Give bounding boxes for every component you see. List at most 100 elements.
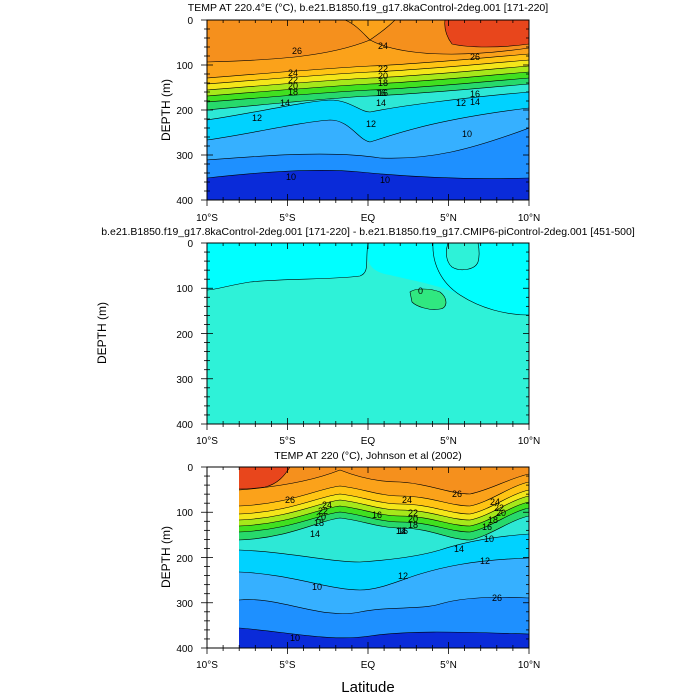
contour-label: 24 [322, 500, 332, 510]
panel3-contour-lines [239, 467, 529, 639]
band-fill [207, 78, 529, 110]
contour-label: 26 [292, 46, 302, 56]
x-tick-label: 5°N [440, 213, 457, 224]
y-tick-label: 400 [176, 196, 193, 207]
band-fill [207, 60, 529, 90]
band-fill [207, 72, 529, 102]
contour-label: 16 [372, 510, 382, 520]
band-fill [444, 20, 529, 47]
band-fill [239, 482, 529, 514]
panel1-contour-lines [207, 20, 529, 179]
contour-label: 20 [288, 81, 298, 91]
contour-label: 12 [252, 113, 262, 123]
band-fill [239, 470, 529, 506]
contour-label: 18 [488, 515, 498, 525]
contour-label: 16 [398, 526, 408, 536]
contour-label: 10 [484, 534, 494, 544]
band-fill [239, 597, 529, 638]
y-tick-label: 300 [176, 375, 193, 386]
contour-label: 20 [378, 71, 388, 81]
y-tick-label: 100 [176, 284, 193, 295]
contour-label: 12 [396, 526, 406, 536]
contour-label: 26 [492, 593, 502, 603]
contour-label: 20 [496, 508, 506, 518]
contour-label: 12 [398, 571, 408, 581]
panel2-contour-lines [207, 243, 529, 316]
x-tick-label: 10°S [196, 436, 218, 447]
band-fill [239, 534, 529, 590]
band-fill [239, 496, 529, 526]
panel-model-temp: TEMP AT 220.4°E (°C), b.e21.B1850.f19_g1… [159, 2, 548, 224]
contour-label: 22 [318, 506, 328, 516]
x-tick-label: 10°N [518, 660, 540, 671]
contour-label: 22 [378, 64, 388, 74]
band-fill [207, 66, 529, 96]
panel1-y-axis-label: DEPTH (m) [159, 79, 173, 141]
y-tick-label: 300 [176, 151, 193, 162]
panel-observed-temp: TEMP AT 220 (°C), Johnson et al (2002) [159, 450, 540, 671]
band-fill [239, 490, 529, 520]
band-fill [239, 558, 529, 614]
panel2-y-axis-label: DEPTH (m) [95, 302, 109, 364]
contour-label: 24 [378, 41, 388, 51]
contour-label: 24 [402, 495, 412, 505]
band-fill [410, 289, 446, 310]
panel1-title: TEMP AT 220.4°E (°C), b.e21.B1850.f19_g1… [188, 2, 548, 14]
contour-label: 14 [454, 544, 464, 554]
contour-label: 24 [490, 497, 500, 507]
contour-label: 10 [290, 633, 300, 643]
band-fill [239, 508, 529, 540]
x-axis-title: Latitude [341, 679, 394, 696]
panel1-tick-marks [201, 19, 530, 206]
x-tick-label: EQ [361, 213, 376, 224]
contour-label: 12 [480, 556, 490, 566]
contour-label: 14 [470, 97, 480, 107]
band-fill [207, 170, 529, 200]
band-fill [207, 84, 529, 120]
contour-label: 10 [380, 175, 390, 185]
y-tick-label: 0 [187, 239, 193, 250]
panel3-y-axis-label: DEPTH (m) [159, 526, 173, 588]
x-tick-label: EQ [361, 436, 376, 447]
contour-label: 26 [285, 495, 295, 505]
panel2-x-ticklabels: 10°S 5°S EQ 5°N 10°N [196, 436, 540, 447]
contour-label: 26 [452, 489, 462, 499]
x-tick-label: 5°S [279, 436, 296, 447]
contour-label: 22 [494, 503, 504, 513]
panel2-title: b.e21.B1850.f19_g17.8kaControl-2deg.001 … [101, 226, 635, 238]
panel1-contour-fill: 26 24 22 20 18 16 14 12 10 26 24 22 20 1… [207, 20, 529, 200]
contour-label: 16 [378, 88, 388, 98]
contour-label: 16 [470, 89, 480, 99]
y-tick-label: 400 [176, 420, 193, 431]
contour-label: 20 [316, 512, 326, 522]
contour-label: 26 [470, 52, 480, 62]
y-tick-label: 0 [187, 463, 193, 474]
x-tick-label: 10°N [518, 436, 540, 447]
band-fill [207, 54, 529, 84]
contour-label: 10 [312, 582, 322, 592]
x-tick-label: 10°S [196, 660, 218, 671]
contour-label: 12 [456, 98, 466, 108]
band-fill [207, 40, 529, 78]
contour-label: 18 [288, 87, 298, 97]
contour-label: 22 [288, 75, 298, 85]
contour-label: 16 [376, 88, 386, 98]
panel2-contour-fill: 0 [207, 243, 529, 424]
panel3-tick-marks [201, 466, 530, 654]
panel1-contour-labels: 26 24 22 20 18 16 14 12 10 26 24 22 20 1… [252, 41, 480, 185]
panel-difference: b.e21.B1850.f19_g17.8kaControl-2deg.001 … [95, 226, 635, 447]
y-tick-label: 100 [176, 61, 193, 72]
contour-label: 18 [378, 78, 388, 88]
panel1-y-ticklabels: 0 100 200 300 400 [176, 16, 193, 207]
band-fill [239, 467, 529, 494]
band-fill [239, 628, 529, 648]
contour-label: 24 [288, 68, 298, 78]
contour-label: 14 [280, 98, 290, 108]
panel3-title: TEMP AT 220 (°C), Johnson et al (2002) [274, 450, 461, 462]
contour-label: 14 [396, 526, 406, 536]
band-fill [446, 243, 480, 270]
band-fill [239, 502, 529, 532]
y-tick-label: 300 [176, 599, 193, 610]
y-tick-label: 400 [176, 644, 193, 655]
x-tick-label: 5°S [279, 660, 296, 671]
